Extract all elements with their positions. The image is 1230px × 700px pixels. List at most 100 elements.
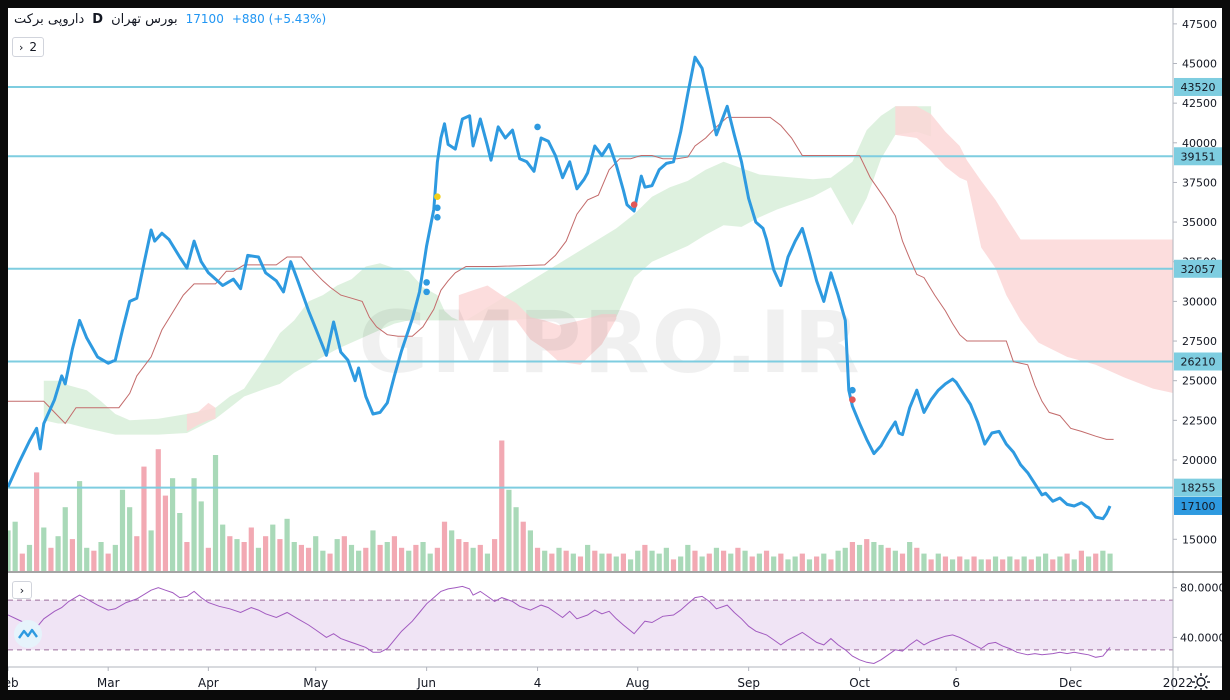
y-tick-label: 45000: [1182, 58, 1217, 71]
signal-marker: [630, 201, 638, 208]
volume-bar: [205, 547, 211, 571]
signal-marker: [849, 386, 856, 394]
volume-bar: [234, 539, 240, 571]
volume-bar: [348, 544, 355, 571]
rsi-y-tick-label: 40.0000: [1180, 631, 1226, 644]
volume-bar: [48, 547, 54, 571]
volume-bar: [1035, 556, 1042, 571]
legend-toggle-button[interactable]: › 2: [12, 37, 44, 57]
chevron-right-icon: ›: [18, 40, 24, 54]
volume-bar: [427, 553, 433, 571]
volume-bar: [477, 544, 483, 571]
tradingview-logo[interactable]: [14, 620, 42, 648]
volume-bar: [849, 542, 856, 571]
volume-bar: [363, 547, 369, 571]
volume-bar: [756, 553, 762, 571]
volume-bar: [8, 530, 11, 571]
volume-bar: [885, 547, 891, 571]
x-tick-label: May: [303, 676, 328, 690]
volume-bar: [1007, 556, 1013, 571]
volume-bar: [456, 539, 462, 571]
volume-bar: [892, 550, 898, 571]
volume-bar: [384, 542, 390, 571]
volume-bar: [556, 547, 562, 571]
volume-bar: [1078, 550, 1084, 571]
signal-marker: [849, 396, 856, 404]
volume-bar: [613, 556, 619, 571]
exchange-label: بورس تهران: [111, 11, 178, 27]
volume-bar: [334, 539, 340, 571]
volume-bar: [434, 547, 440, 571]
volume-bar: [699, 556, 705, 571]
volume-bar: [220, 524, 226, 571]
volume-bar: [1021, 556, 1027, 571]
volume-bar: [735, 547, 741, 571]
level-price-tag: 26210: [1181, 356, 1216, 369]
interval-label[interactable]: D: [92, 11, 104, 27]
volume-bar: [398, 547, 405, 571]
volume-bar: [620, 553, 627, 571]
symbol-title[interactable]: داروپی برکت: [14, 11, 85, 27]
volume-bar: [1050, 559, 1056, 571]
volume-bar: [821, 553, 827, 571]
volume-bar: [148, 530, 154, 571]
y-tick-label: 40000: [1182, 137, 1217, 150]
volume-bar: [663, 547, 669, 571]
volume-bar: [570, 553, 576, 571]
x-tick-label: Sep: [737, 676, 760, 690]
volume-bar: [98, 542, 104, 571]
volume-bar: [1057, 556, 1063, 571]
y-tick-label: 47500: [1182, 18, 1217, 31]
volume-bar: [270, 524, 276, 571]
volume-bar: [799, 553, 805, 571]
volume-bar: [585, 544, 591, 571]
volume-bar: [212, 455, 219, 571]
y-tick-label: 35000: [1182, 216, 1217, 229]
volume-bar: [778, 553, 784, 571]
volume-bar: [320, 550, 326, 571]
volume-bar: [162, 495, 169, 571]
chart-header: داروپی برکت D بورس تهران 17100 +880 (+5.…: [14, 10, 326, 28]
signal-marker: [434, 214, 441, 221]
volume-bar: [678, 556, 684, 571]
volume-bar: [828, 559, 834, 571]
volume-bar: [542, 550, 548, 571]
x-tick-label: Jun: [416, 676, 436, 690]
y-tick-label: 27500: [1182, 335, 1217, 348]
volume-bar: [635, 550, 641, 571]
volume-bar: [907, 542, 913, 571]
volume-bar: [34, 472, 40, 571]
volume-bar: [370, 530, 376, 571]
watermark: GMPRO.IR: [358, 293, 862, 393]
volume-bar: [985, 559, 991, 571]
volume-bar: [248, 527, 254, 571]
volume-bar: [298, 544, 304, 571]
wave-icon: [18, 628, 38, 639]
volume-bar: [313, 536, 319, 571]
volume-bar: [26, 544, 33, 571]
volume-bar: [263, 536, 269, 571]
cloud-red-area: [458, 285, 617, 365]
rsi-legend-toggle-button[interactable]: ›: [12, 581, 32, 599]
volume-bar: [198, 501, 204, 571]
volume-bar: [499, 440, 505, 571]
volume-bar: [749, 556, 755, 571]
price-lines: [8, 55, 1114, 521]
volume-bar: [520, 521, 526, 571]
y-tick-label: 15000: [1182, 533, 1217, 546]
volume-bar: [1100, 550, 1106, 571]
volume-bar: [706, 553, 712, 571]
volume-bar: [255, 547, 262, 571]
volume-bar: [928, 559, 934, 571]
volume-bar: [878, 544, 884, 571]
y-tick-label: 37500: [1182, 176, 1217, 189]
level-price-tag-bg: [1174, 77, 1222, 96]
cloud-red-area: [186, 402, 216, 432]
volume-bar: [155, 449, 161, 571]
price-line: [8, 55, 1112, 521]
volume-bar: [413, 544, 419, 571]
cloud-green-area: [43, 106, 932, 435]
volume-bar: [806, 559, 813, 571]
volume-bar: [341, 536, 347, 571]
rsi-y-tick-label: 80.0000: [1180, 582, 1226, 595]
